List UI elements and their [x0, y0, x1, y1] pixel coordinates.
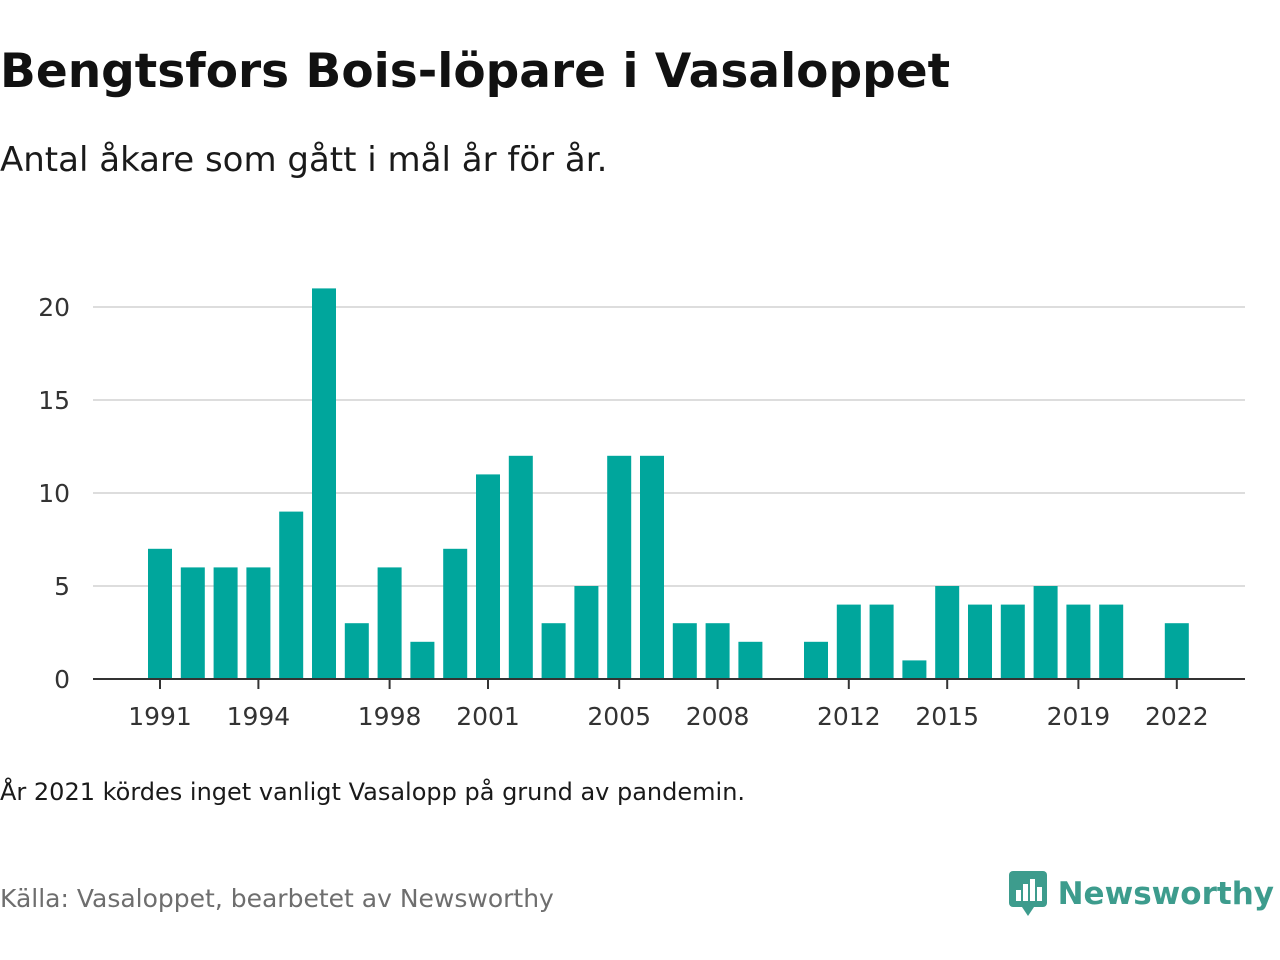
chart-note: År 2021 kördes inget vanligt Vasalopp på…: [0, 778, 746, 806]
chart-subtitle: Antal åkare som gått i mål år för år.: [0, 140, 608, 180]
x-tick-label-2019: 2019: [1047, 702, 1111, 730]
bar-2013: [869, 604, 894, 679]
bar-1998: [377, 567, 402, 679]
bar-1994: [246, 567, 271, 679]
bar-2009: [738, 641, 763, 679]
bar-2007: [672, 623, 697, 679]
bar-2017: [1000, 604, 1025, 679]
x-tick-label-1994: 1994: [227, 702, 291, 730]
y-tick-label-0: 0: [54, 665, 70, 694]
bar-2015: [935, 586, 960, 679]
x-tick-label-2005: 2005: [587, 702, 651, 730]
bar-2004: [574, 586, 599, 679]
bar-1995: [279, 511, 304, 679]
bar-1996: [312, 288, 336, 679]
bar-1992: [180, 567, 205, 679]
bar-2019: [1066, 604, 1091, 679]
bar-2012: [836, 604, 861, 679]
y-tick-label-5: 5: [54, 572, 70, 601]
bar-2002: [508, 455, 533, 679]
x-tick-label-1991: 1991: [128, 702, 192, 730]
chart-title: Bengtsfors Bois-löpare i Vasaloppet: [0, 44, 951, 99]
bar-2014: [902, 660, 927, 679]
bar-1993: [213, 567, 238, 679]
newsworthy-logo: Newsworthy: [1008, 870, 1274, 918]
bar-1991: [148, 548, 172, 679]
bar-2011: [804, 641, 828, 679]
bar-2016: [968, 604, 992, 679]
x-tick-label-1998: 1998: [358, 702, 422, 730]
x-tick-label-2012: 2012: [817, 702, 881, 730]
bar-1997: [344, 623, 369, 679]
source-text: Källa: Vasaloppet, bearbetet av Newswort…: [0, 884, 554, 913]
x-tick-label-2022: 2022: [1145, 702, 1209, 730]
bar-2006: [640, 455, 664, 679]
bar-2020: [1099, 604, 1124, 679]
bar-2018: [1033, 586, 1058, 679]
x-tick-label-2015: 2015: [915, 702, 979, 730]
bar-2022: [1164, 623, 1189, 679]
bar-1999: [410, 641, 435, 679]
y-tick-label-10: 10: [38, 479, 70, 508]
bar-2001: [476, 474, 500, 679]
bar-2008: [705, 623, 730, 679]
bar-2003: [541, 623, 566, 679]
bar-2005: [607, 455, 632, 679]
bar-chart-speech-bubble-icon: [1008, 871, 1047, 916]
x-tick-label-2001: 2001: [456, 702, 520, 730]
y-tick-label-15: 15: [38, 386, 70, 415]
x-tick-label-2008: 2008: [686, 702, 750, 730]
brand-name: Newsworthy: [1057, 876, 1274, 912]
bar-2000: [443, 548, 468, 679]
bar-chart: 0 5 10 15 20 1991 1994 1998 2001 2005 2008 2012 2015…: [38, 288, 1245, 730]
y-tick-label-20: 20: [38, 293, 70, 322]
